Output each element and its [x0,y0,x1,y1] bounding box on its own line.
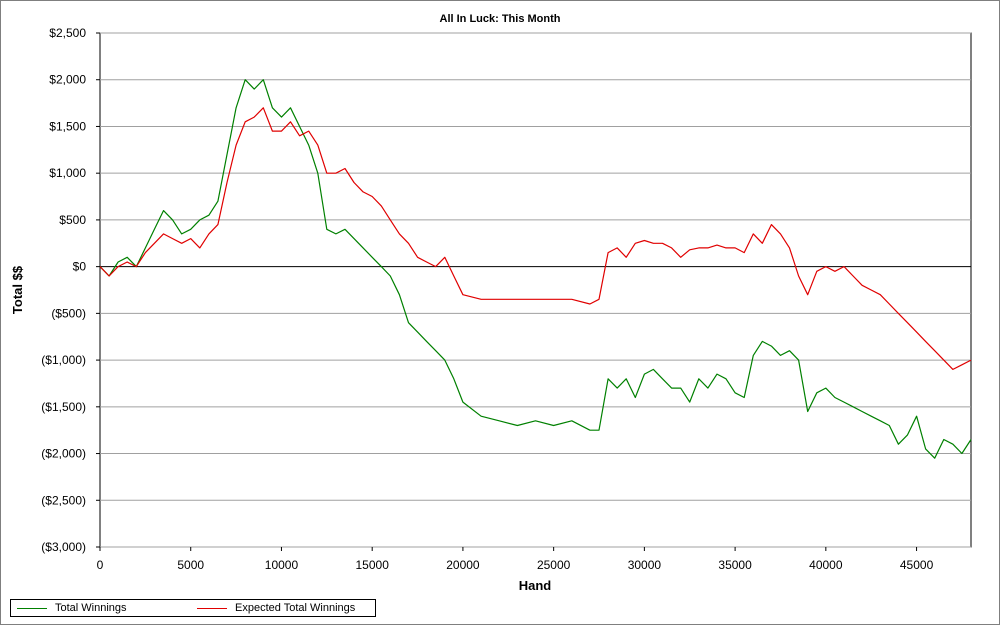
x-tick-label: 25000 [537,558,571,572]
legend: Total Winnings Expected Total Winnings [10,599,376,617]
x-tick-label: 35000 [718,558,752,572]
x-tick-label: 20000 [446,558,480,572]
legend-swatch-green [17,607,47,609]
legend-item-total-winnings: Total Winnings [17,601,127,615]
y-tick-label: ($2,500) [41,493,86,507]
series-line-total-winnings [99,79,972,459]
plot-area [99,32,972,548]
x-tick-label: 5000 [177,558,204,572]
x-axis-ticks: 0 5000 10000 15000 20000 25000 30000 35000 40000… [97,547,934,572]
y-tick-label: $1,000 [49,166,86,180]
x-tick-label: 40000 [809,558,843,572]
legend-item-expected-total-winnings: Expected Total Winnings [197,601,355,615]
y-tick-label: $1,500 [49,119,86,133]
series-line-expected-total-winnings [99,107,972,370]
x-tick-label: 45000 [900,558,934,572]
y-tick-label: ($500) [51,306,86,320]
x-tick-label: 15000 [356,558,390,572]
y-tick-label: ($3,000) [41,540,86,554]
y-tick-label: $0 [73,260,87,274]
y-tick-label: ($2,000) [41,447,86,461]
legend-swatch-red [197,607,227,609]
y-tick-label: $2,500 [49,26,86,40]
y-tick-label: ($1,000) [41,353,86,367]
y-tick-label: $500 [59,213,86,227]
chart-title: All In Luck: This Month [440,13,561,25]
legend-label-expected-total-winnings: Expected Total Winnings [235,602,356,614]
x-axis-label: Hand [519,578,552,593]
x-tick-label: 10000 [265,558,299,572]
x-tick-label: 0 [97,558,104,572]
y-axis-ticks: $2,500 $2,000 $1,500 $1,000 $500 $0 ($500) ($1,… [41,26,100,554]
y-tick-label: $2,000 [49,73,86,87]
x-tick-label: 30000 [628,558,662,572]
y-axis-label: Total $$ [10,265,25,314]
series-layer [99,79,972,459]
legend-label-total-winnings: Total Winnings [55,602,127,614]
y-tick-label: ($1,500) [41,400,86,414]
